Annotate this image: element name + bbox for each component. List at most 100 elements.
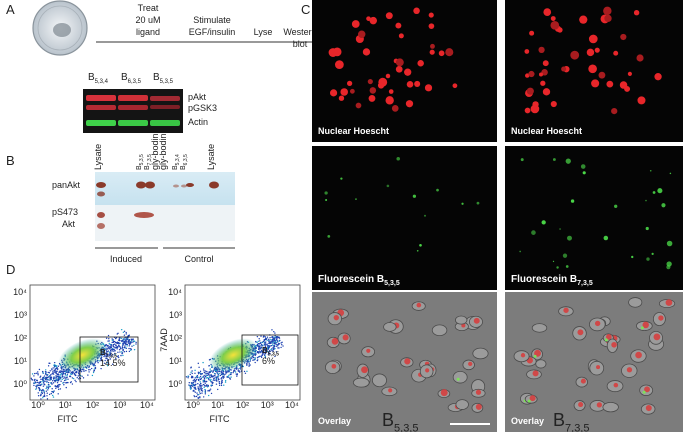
event-dot bbox=[254, 361, 256, 364]
event-dot bbox=[89, 369, 91, 371]
event-dot bbox=[264, 352, 267, 354]
nucleus bbox=[637, 96, 646, 105]
blot-band bbox=[145, 181, 155, 189]
event-dot bbox=[207, 374, 210, 376]
event-dot bbox=[194, 391, 196, 393]
event-dot bbox=[197, 371, 200, 374]
event-dot bbox=[259, 355, 261, 358]
event-dot bbox=[205, 377, 208, 379]
event-dot bbox=[49, 374, 51, 377]
event-dot bbox=[197, 378, 200, 381]
nucleus bbox=[563, 307, 569, 313]
event-dot bbox=[77, 375, 79, 377]
lane-label: gly-bodin bbox=[158, 133, 168, 170]
nucleus bbox=[358, 30, 366, 38]
event-dot bbox=[205, 385, 207, 387]
event-dot bbox=[119, 342, 121, 345]
cell bbox=[628, 297, 643, 308]
event-dot bbox=[233, 370, 236, 372]
event-dot bbox=[189, 385, 191, 387]
lane-label-base: B bbox=[121, 72, 128, 83]
fluor-spot bbox=[651, 252, 654, 255]
event-dot bbox=[204, 391, 207, 393]
event-dot bbox=[124, 346, 126, 348]
event-dot bbox=[40, 398, 42, 400]
event-dot bbox=[193, 395, 195, 397]
event-dot bbox=[64, 376, 66, 378]
event-dot bbox=[205, 380, 208, 383]
cell bbox=[454, 315, 468, 325]
event-dot bbox=[44, 370, 47, 373]
blot-membrane bbox=[95, 205, 235, 241]
blot-band bbox=[86, 95, 116, 101]
gate-label: B7,3,5 bbox=[100, 348, 117, 359]
event-dot bbox=[42, 395, 45, 397]
event-dot bbox=[261, 351, 263, 353]
event-dot bbox=[39, 375, 42, 377]
fluor-spot bbox=[340, 177, 343, 180]
event-dot bbox=[43, 393, 46, 395]
nucleus bbox=[340, 88, 348, 96]
event-dot bbox=[51, 380, 54, 382]
image-background bbox=[312, 146, 497, 290]
blot-band bbox=[150, 96, 180, 101]
event-dot bbox=[57, 388, 60, 391]
nucleus bbox=[333, 50, 338, 55]
event-dot bbox=[76, 371, 78, 373]
event-dot bbox=[266, 347, 269, 350]
fluor-spot bbox=[355, 198, 357, 200]
event-dot bbox=[122, 344, 124, 346]
fluor-spot bbox=[327, 234, 331, 238]
event-dot bbox=[275, 337, 278, 339]
event-dot bbox=[199, 388, 202, 390]
fluor-spot bbox=[666, 265, 671, 270]
event-dot bbox=[62, 382, 64, 384]
caption-sub: 7,3,5 bbox=[577, 280, 593, 287]
nucleus bbox=[351, 20, 360, 28]
nucleus bbox=[414, 80, 421, 87]
event-dot bbox=[108, 346, 110, 348]
plot-frame bbox=[29, 284, 156, 401]
fluor-spot bbox=[419, 243, 422, 247]
event-dot bbox=[128, 343, 131, 345]
event-dot bbox=[129, 341, 131, 343]
event-dot bbox=[81, 375, 83, 377]
lane-label-base: B bbox=[88, 72, 95, 83]
petri-rim bbox=[37, 5, 83, 51]
fluor-spot bbox=[567, 235, 572, 241]
event-dot bbox=[272, 350, 274, 352]
nucleus bbox=[377, 82, 385, 89]
event-dot bbox=[252, 359, 254, 361]
event-dot bbox=[42, 385, 45, 387]
event-dot bbox=[194, 372, 196, 374]
event-dot bbox=[62, 374, 64, 376]
lane-label: Lysate bbox=[93, 144, 103, 170]
event-dot bbox=[236, 373, 238, 376]
event-dot bbox=[45, 376, 48, 379]
event-dot bbox=[271, 342, 273, 344]
nucleus bbox=[338, 95, 345, 101]
event-dot bbox=[46, 379, 48, 381]
event-dot bbox=[47, 389, 49, 391]
event-dot bbox=[116, 341, 119, 343]
event-dot bbox=[78, 371, 80, 373]
nucleus bbox=[331, 363, 337, 369]
event-dot bbox=[221, 373, 223, 375]
nucleus bbox=[520, 353, 526, 358]
event-dot bbox=[223, 374, 225, 376]
fluor-spot bbox=[661, 203, 666, 208]
event-dot bbox=[203, 371, 206, 374]
lane-label: gly-bodin bbox=[150, 133, 160, 170]
nucleus bbox=[611, 341, 617, 348]
event-dot bbox=[274, 355, 276, 358]
fluor-spot bbox=[580, 164, 586, 169]
nucleus bbox=[331, 338, 339, 345]
fluor-spot bbox=[631, 255, 634, 259]
event-dot bbox=[66, 374, 68, 377]
event-dot bbox=[193, 380, 196, 382]
event-dot bbox=[52, 391, 55, 394]
event-dot bbox=[44, 380, 46, 383]
event-dot bbox=[266, 339, 268, 342]
blot-band bbox=[181, 184, 187, 188]
nucleus bbox=[550, 20, 560, 30]
